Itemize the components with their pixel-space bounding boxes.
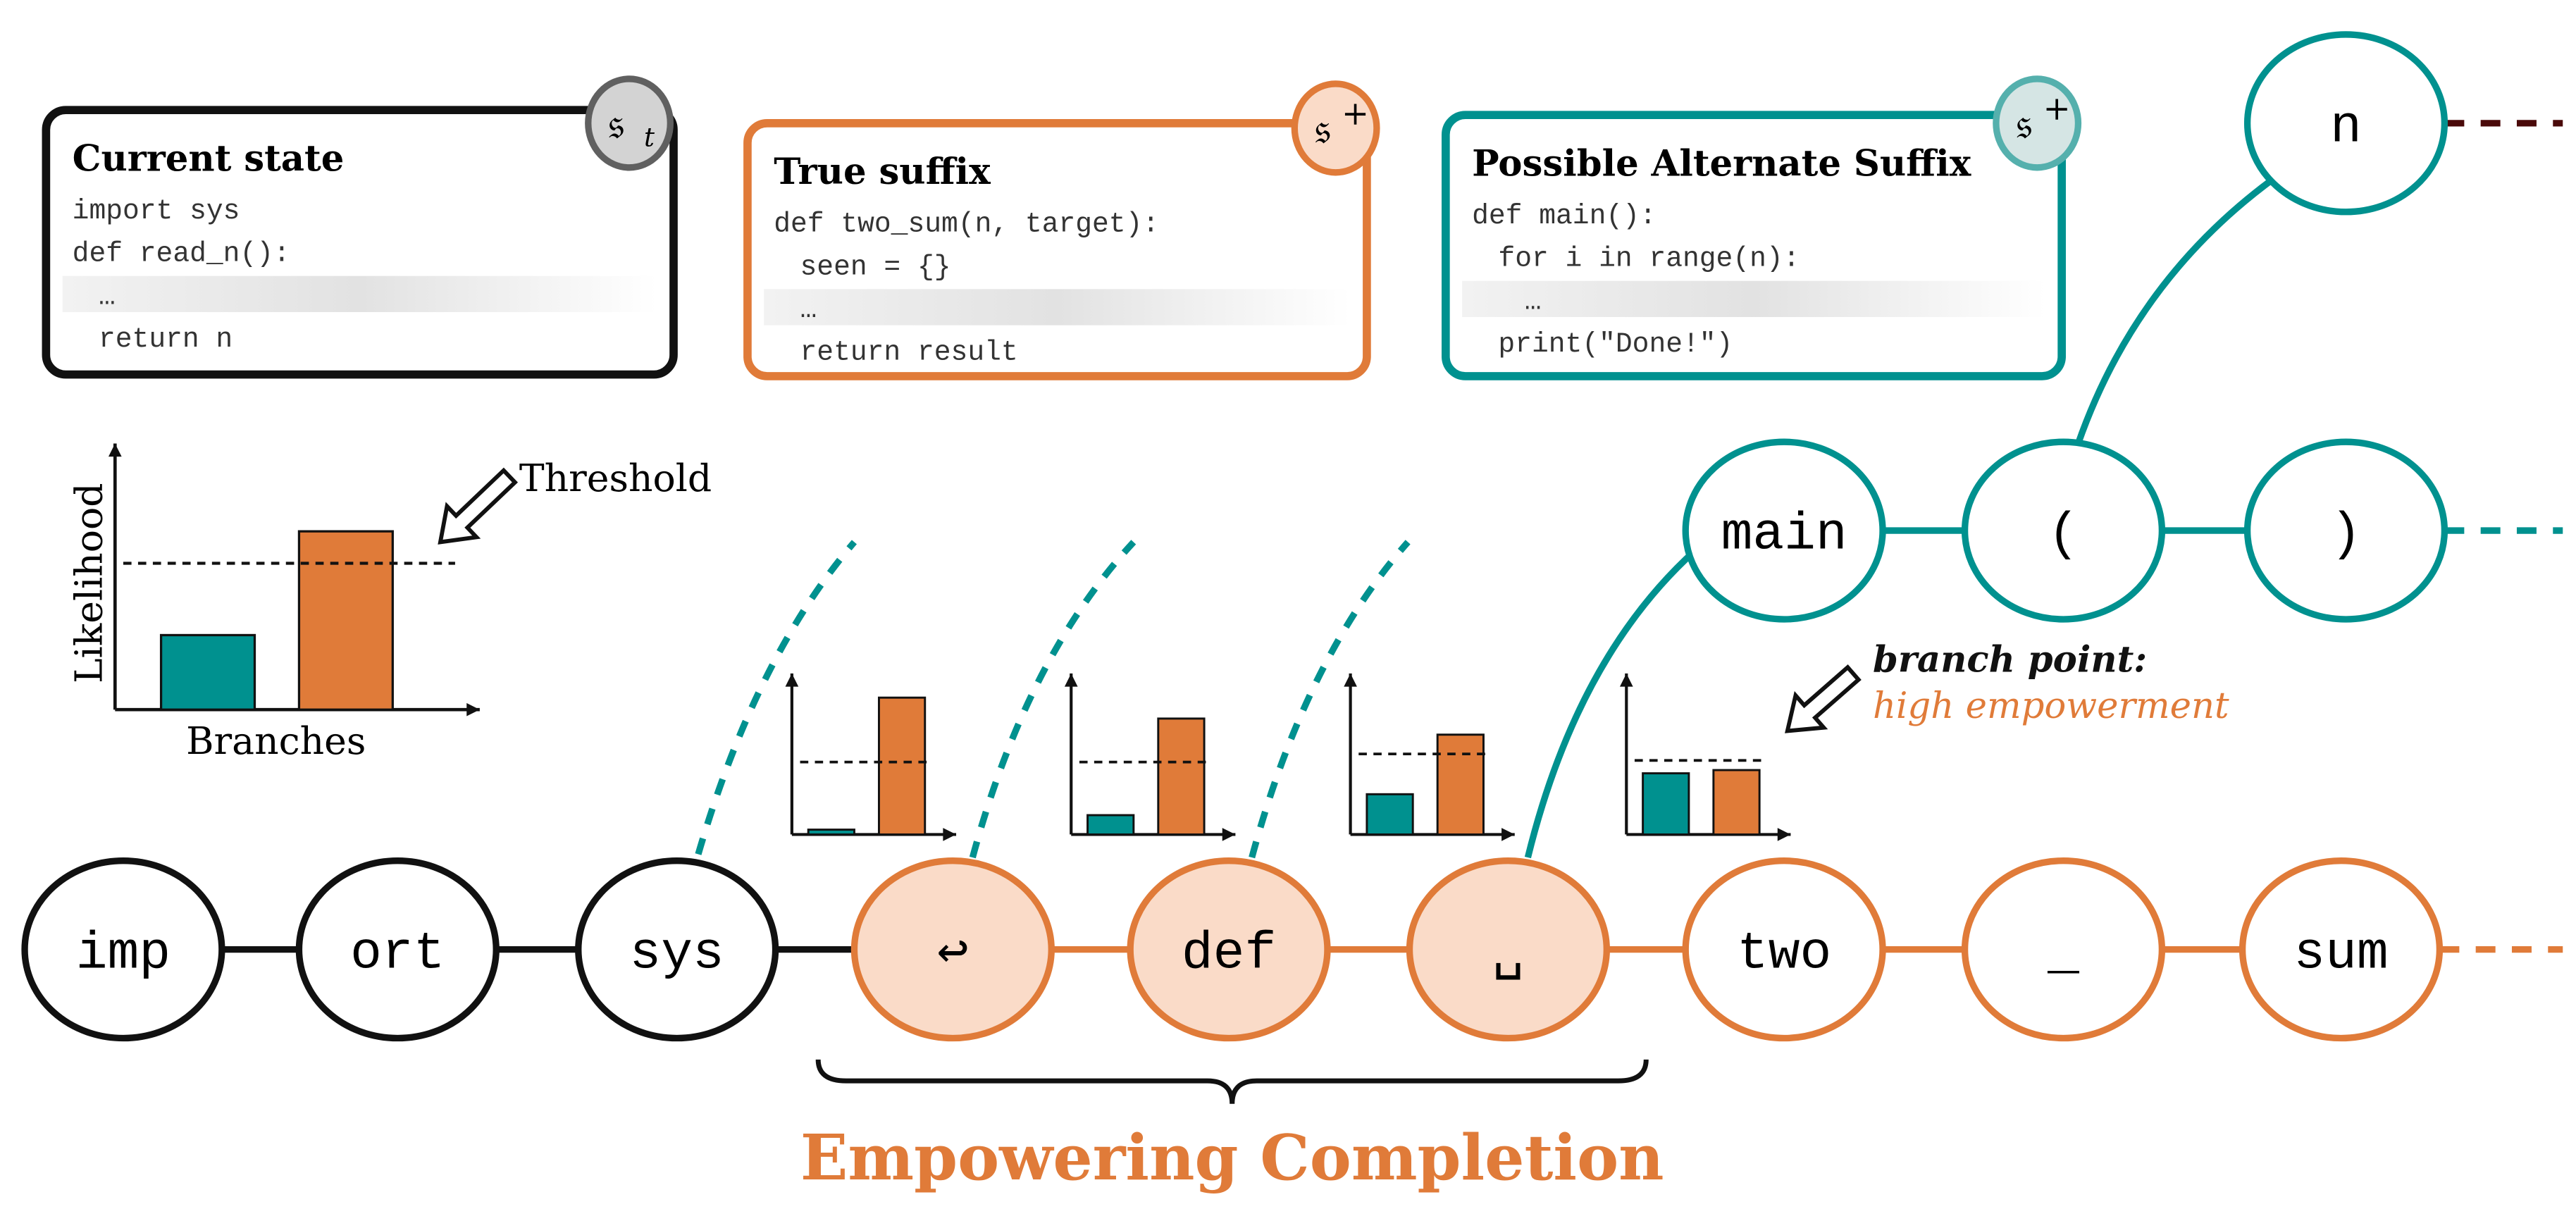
branch-token-node — [1682, 438, 1886, 623]
faded-line-bg — [1462, 280, 2045, 317]
token-node — [850, 857, 1055, 1042]
teal-bar — [807, 829, 855, 836]
alt-branch-dashed — [969, 540, 1137, 859]
likelihood-charts — [108, 443, 1862, 841]
branch-likelihood-chart — [1619, 673, 1791, 841]
teal-bar — [1642, 772, 1690, 836]
branches-axis-label: Branches — [186, 719, 366, 763]
x-axis-arrow — [943, 828, 957, 841]
caption: Empowering Completion — [800, 1121, 1664, 1194]
token-node — [1406, 857, 1610, 1042]
x-axis-arrow — [1222, 828, 1236, 841]
threshold-label: Threshold — [519, 456, 712, 500]
token-node — [295, 857, 500, 1042]
code-line: … — [99, 280, 116, 312]
code-line: seen = {} — [800, 251, 951, 283]
code-box-title: Current state — [73, 137, 345, 180]
code-line: return result — [800, 337, 1018, 368]
state-badge-symbol: 𝔰 — [2016, 99, 2032, 149]
orange-bar — [877, 696, 927, 836]
orange-bar — [1436, 733, 1485, 836]
token-node — [21, 857, 225, 1042]
token-node — [1961, 857, 2166, 1042]
completion-brace — [815, 1059, 1649, 1104]
code-box-title: True suffix — [774, 151, 991, 193]
main-likelihood-chart — [108, 443, 480, 717]
x-axis-arrow — [1501, 828, 1515, 841]
faded-line-bg — [764, 289, 1351, 326]
orange-bar — [1157, 717, 1206, 836]
token-label: _ — [2047, 924, 2079, 984]
code-line: return n — [99, 323, 233, 355]
state-badge-symbol: 𝔰 — [1315, 104, 1331, 154]
y-axis-arrow — [785, 673, 799, 687]
branch-point-label: branch point: — [1873, 639, 2147, 681]
branch-likelihood-chart — [1064, 673, 1236, 841]
y-axis-arrow — [1619, 673, 1633, 687]
code-line: def read_n(): — [73, 238, 290, 270]
branch-point-arrow-icon — [1785, 664, 1862, 733]
branch-token-node — [1961, 438, 2166, 623]
orange-bar — [1712, 769, 1761, 836]
x-axis-arrow — [466, 702, 480, 717]
token-node — [1682, 857, 1886, 1042]
token-label: def — [1182, 924, 1276, 984]
alt-branch-dashed — [1249, 540, 1411, 859]
branch-token-label: ) — [2330, 506, 2362, 565]
code-box: Possible Alternate Suffix def main(): for … — [1441, 75, 2082, 380]
y-axis-arrow — [1064, 673, 1078, 687]
code-box-title: Possible Alternate Suffix — [1472, 142, 1971, 185]
code-line: print("Done!") — [1498, 328, 1733, 360]
state-badge-superscript: + — [2043, 89, 2071, 128]
top-token-node — [2243, 31, 2448, 216]
state-badge-superscript: + — [1342, 94, 1369, 132]
token-label: ↩ — [937, 924, 969, 984]
orange-bar — [297, 530, 394, 711]
token-node — [575, 857, 779, 1042]
branch-to-n — [2075, 175, 2277, 445]
code-line: … — [800, 294, 817, 326]
branch-token-label: main — [1721, 506, 1847, 565]
token-label: ␣ — [1492, 924, 1524, 984]
token-label: sys — [630, 924, 724, 984]
teal-bar — [1366, 793, 1414, 836]
branch-token-label: ( — [2048, 506, 2079, 565]
state-badge — [1291, 80, 1380, 176]
token-node — [2238, 857, 2444, 1042]
token-label: ort — [350, 924, 445, 984]
state-badge — [1993, 75, 2082, 171]
code-boxes: Current state import sys def read_n(): … ret… — [42, 75, 2082, 380]
state-badge — [585, 75, 674, 171]
token-nodes: imp ort sys ↩ def ␣ two _ sum main () n — [21, 31, 2448, 1042]
likelihood-axis-label: Likelihood — [67, 483, 111, 683]
top-token-label: n — [2330, 99, 2362, 158]
state-badge-symbol: 𝔰 — [608, 99, 624, 149]
branch-to-main — [1524, 547, 1698, 859]
token-node — [1127, 857, 1331, 1042]
threshold-arrow-icon — [438, 467, 519, 545]
y-axis-arrow — [108, 443, 122, 457]
token-label: imp — [76, 924, 171, 984]
teal-bar — [159, 633, 256, 711]
token-label: sum — [2293, 924, 2388, 984]
code-line: import sys — [73, 195, 240, 227]
alt-branch-dashed — [695, 540, 857, 855]
code-box: Current state import sys def read_n(): … ret… — [42, 75, 678, 379]
code-line: … — [1525, 285, 1542, 317]
code-line: def main(): — [1472, 200, 1657, 232]
branch-likelihood-chart — [785, 673, 957, 841]
x-axis-arrow — [1777, 828, 1791, 841]
high-empowerment-label: high empowerment — [1873, 685, 2229, 727]
code-line: for i in range(n): — [1498, 243, 1800, 275]
y-axis-arrow — [1344, 673, 1357, 687]
branch-likelihood-chart — [1344, 673, 1515, 841]
code-box: True suffix def two_sum(n, target): seen =… — [743, 80, 1380, 380]
teal-bar — [1086, 814, 1135, 836]
code-line: def two_sum(n, target): — [774, 209, 1159, 240]
branch-token-node — [2243, 438, 2448, 623]
faded-line-bg — [62, 275, 657, 312]
token-label: two — [1737, 924, 1831, 984]
state-badge-subscript: t — [644, 122, 655, 153]
